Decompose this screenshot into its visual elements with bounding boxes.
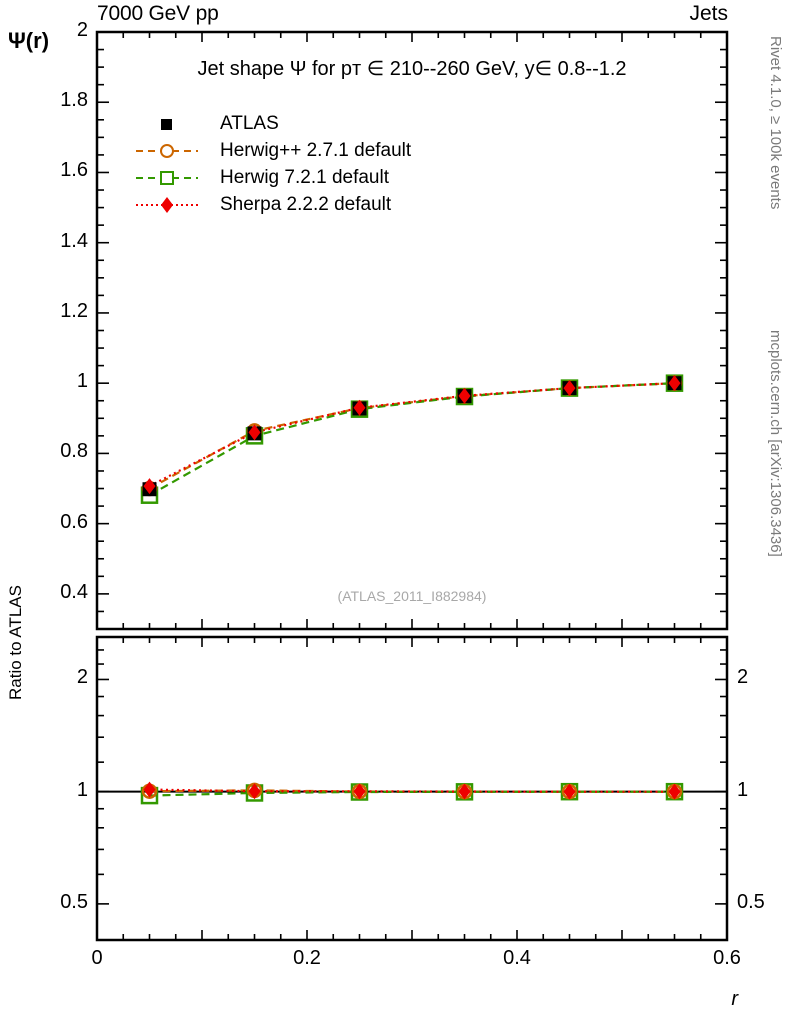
axis-tick-label: 0 [91, 947, 103, 969]
x-axis-label: r [731, 988, 738, 1010]
axis-tick-label: 1.8 [60, 89, 88, 112]
axis-tick-label: 2 [76, 19, 88, 41]
series-line [148, 382, 675, 497]
axis-tick-label: 1 [76, 778, 88, 801]
legend-key-sherpa [128, 194, 206, 216]
data-point-marker [668, 375, 681, 392]
axis-tick-label: 1.6 [60, 159, 88, 182]
axis-tick-label: 2 [76, 666, 88, 689]
legend-item-atlas[interactable]: ATLAS [128, 110, 411, 137]
legend-item-herwigpp[interactable]: Herwig++ 2.7.1 default [128, 137, 411, 164]
data-point-marker [458, 783, 471, 800]
data-point-marker [563, 380, 576, 397]
legend-item-sherpa[interactable]: Sherpa 2.2.2 default [128, 191, 411, 218]
axis-tick-label: 2 [737, 666, 749, 689]
legend-label-atlas: ATLAS [220, 112, 279, 134]
data-point-marker [143, 478, 156, 495]
data-point-marker [248, 783, 261, 800]
data-point-marker [143, 781, 156, 798]
legend-key-herwigpp [128, 140, 206, 162]
axis-tick-label: 0.5 [737, 890, 765, 913]
legend-key-atlas [128, 113, 206, 135]
analysis-id-watermark: (ATLAS_2011_I882984) [337, 588, 487, 604]
data-point-marker [353, 783, 366, 800]
axis-tick-label: 1 [737, 778, 749, 801]
legend-key-herwig7 [128, 167, 206, 189]
series-line [148, 382, 675, 490]
axis-tick-label: 0.8 [60, 440, 88, 463]
series-line [148, 382, 675, 488]
ratio-plot-panel [95, 635, 729, 942]
legend-label-sherpa: Sherpa 2.2.2 default [220, 193, 392, 215]
rivet-version-label: Rivet 4.1.0, ≥ 100k events [767, 36, 784, 210]
main-plot-panel [95, 30, 729, 631]
mcplots-source-label: mcplots.cern.ch [arXiv:1306.3436] [767, 330, 784, 557]
legend-label-herwig7: Herwig 7.2.1 default [220, 166, 389, 188]
axis-tick-label: 1 [76, 370, 88, 393]
axis-tick-label: 0.4 [60, 580, 88, 603]
axis-tick-label: 1.2 [60, 299, 88, 322]
y-axis-label-main: Ψ(r) [8, 28, 50, 53]
data-point-marker [668, 783, 681, 800]
axis-tick-label: 0.2 [293, 947, 321, 969]
axis-tick-label: 1.4 [60, 229, 88, 252]
legend: ATLAS Herwig++ 2.7.1 default Herwig 7.2.… [128, 110, 411, 218]
legend-label-herwigpp: Herwig++ 2.7.1 default [220, 139, 412, 161]
data-point-marker [353, 399, 366, 416]
data-point-marker [563, 783, 576, 800]
axis-tick-label: 0.5 [60, 890, 88, 913]
series-line [149, 790, 675, 797]
data-point-marker [458, 387, 471, 404]
axis-tick-label: 0.6 [713, 947, 741, 969]
axis-tick-label: 0.6 [60, 510, 88, 533]
data-point-marker [248, 424, 261, 441]
beam-energy-label: 7000 GeV pp [97, 2, 219, 25]
axis-tick-label: 0.4 [503, 947, 531, 969]
legend-item-herwig7[interactable]: Herwig 7.2.1 default [128, 164, 411, 191]
plot-title: Jet shape Ψ for pᴛ ∈ 210--260 GeV, y∈ 0.… [197, 58, 627, 80]
analysis-category-label: Jets [689, 2, 728, 25]
